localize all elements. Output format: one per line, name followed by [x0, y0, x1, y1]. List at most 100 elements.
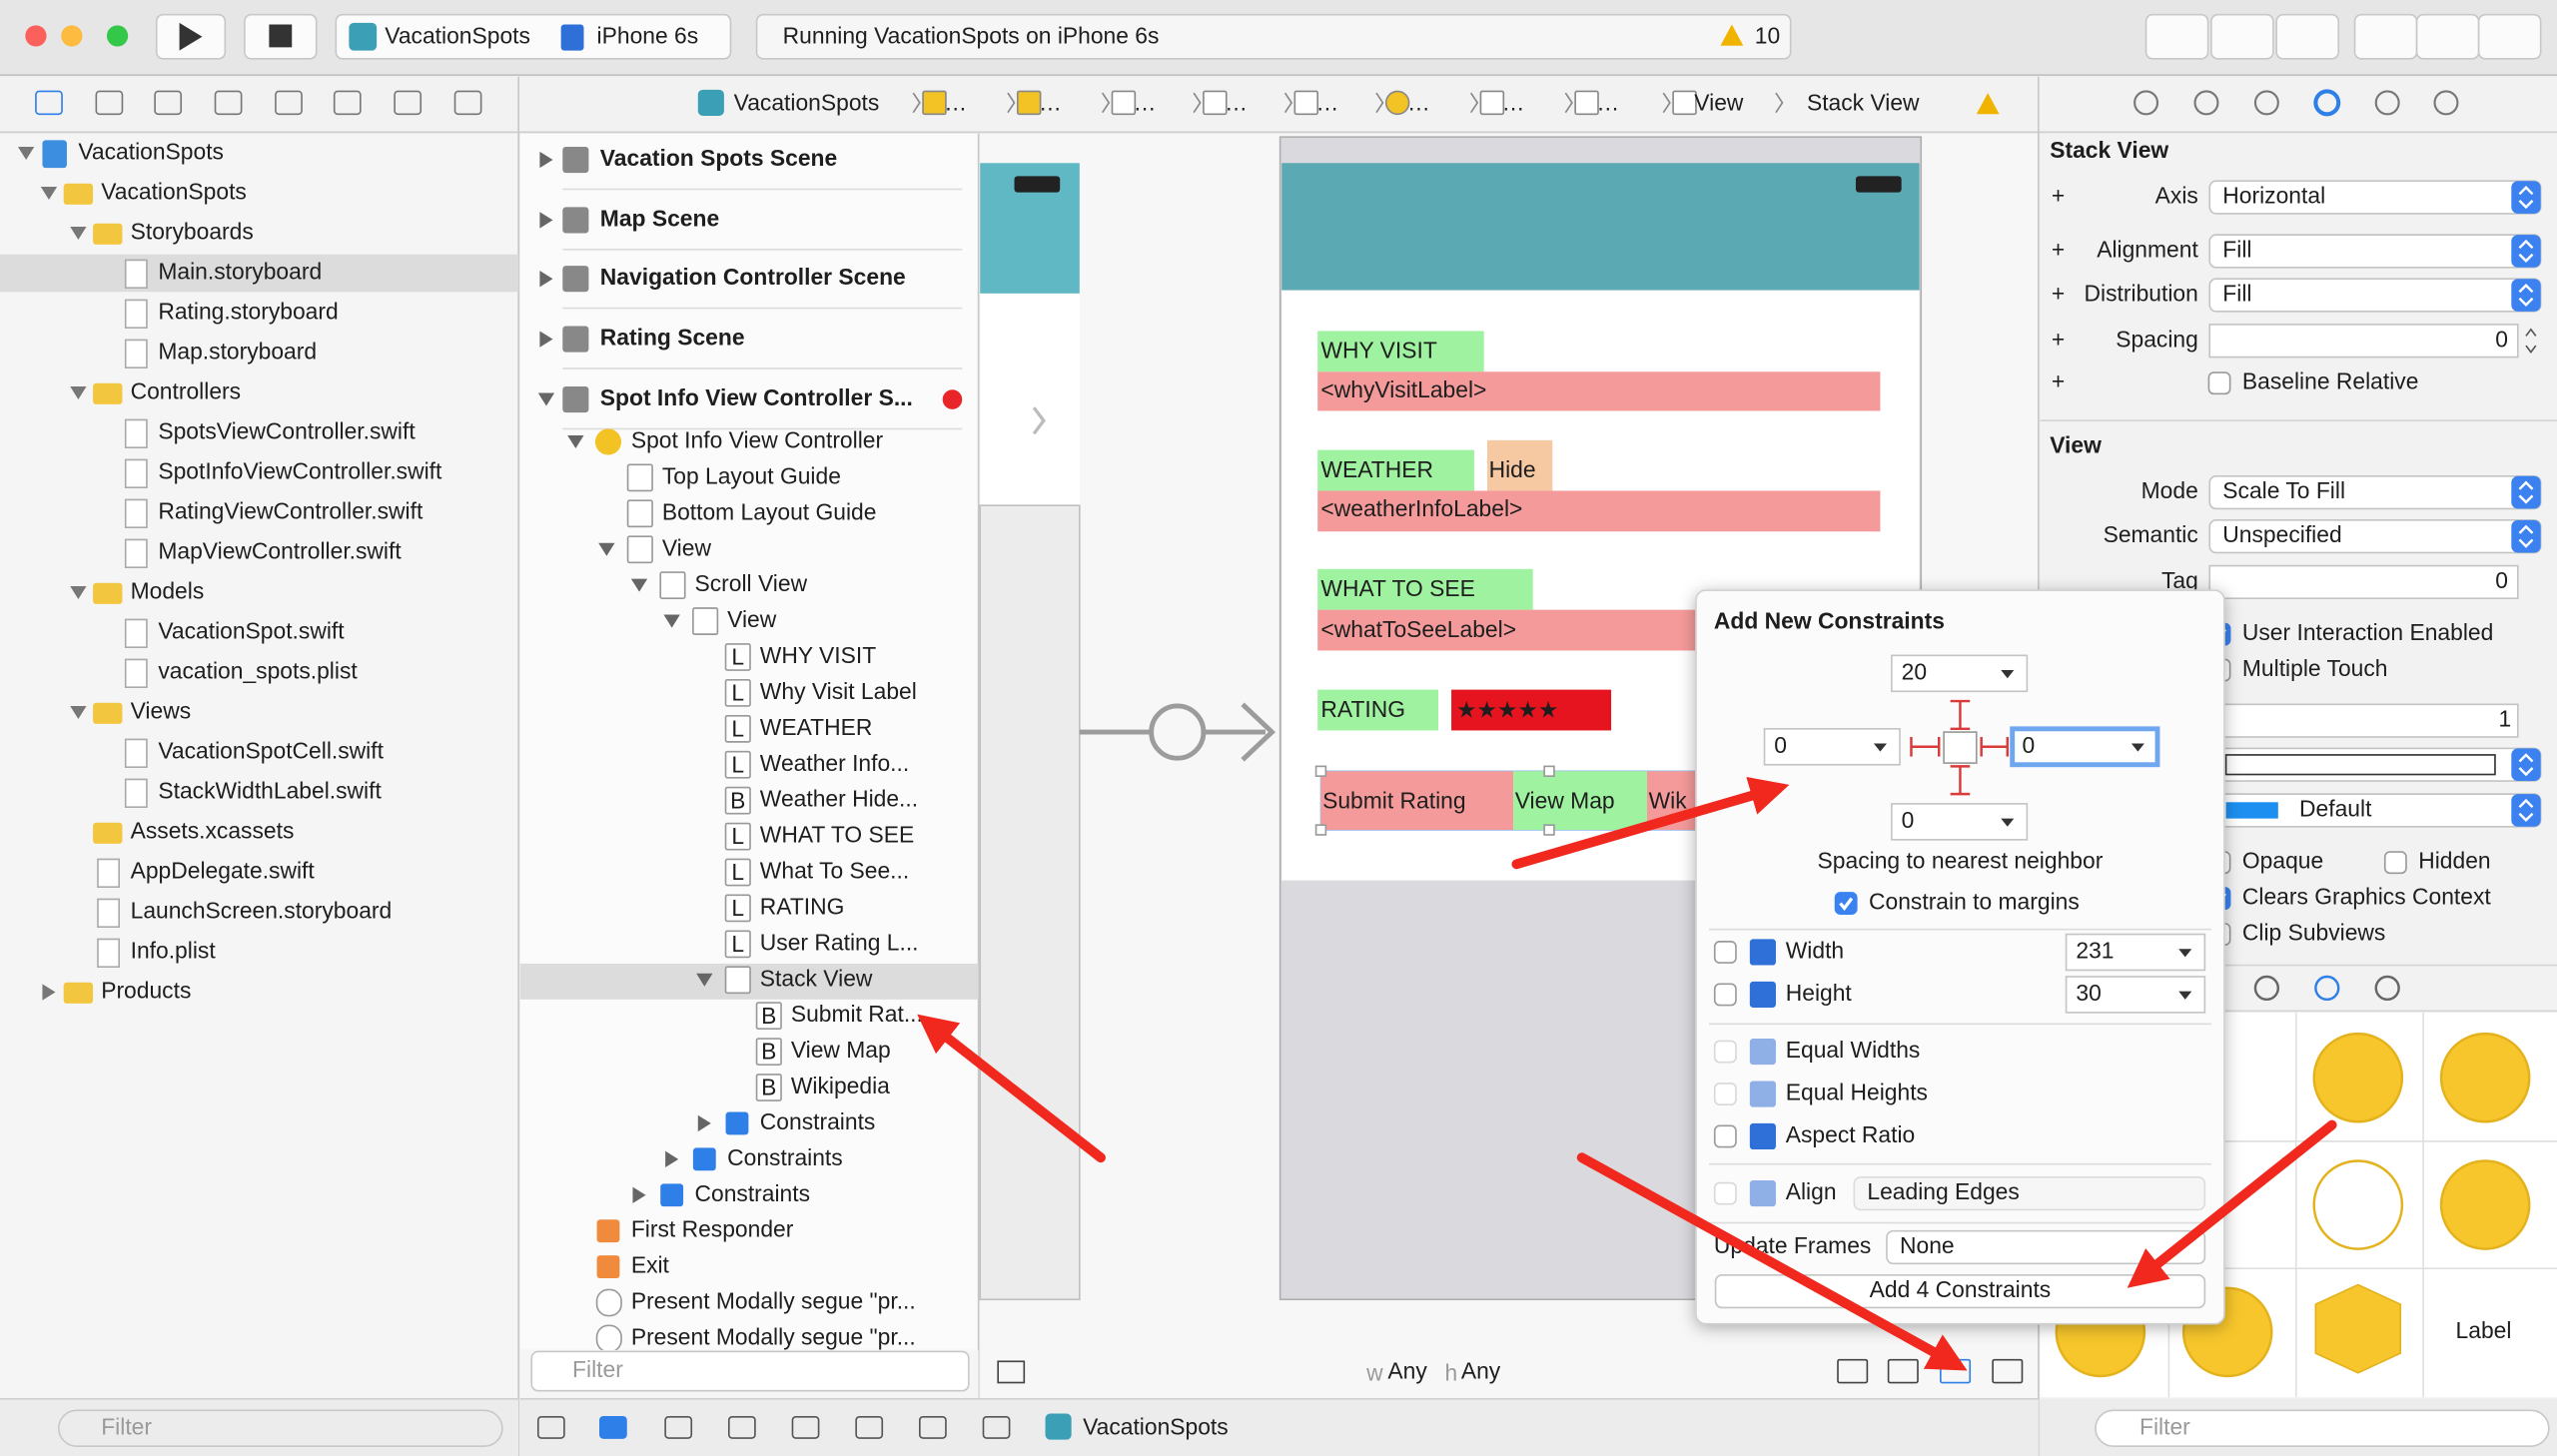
popup-button[interactable] [1886, 1229, 2206, 1265]
scene-name[interactable]: Map Scene [600, 205, 719, 231]
disclosure[interactable] [70, 585, 87, 600]
library-object[interactable] [2439, 1032, 2531, 1123]
outline-item[interactable]: First Responder [631, 1216, 794, 1242]
checkbox[interactable] [1713, 1181, 1737, 1205]
navigator-tab[interactable] [453, 90, 482, 116]
debug-button[interactable] [536, 1415, 565, 1439]
debug-button[interactable] [727, 1415, 756, 1439]
disclosure[interactable] [696, 973, 713, 987]
outline-item[interactable]: Constraints [727, 1144, 843, 1170]
outline-item[interactable]: Stack View [760, 965, 873, 991]
outline-item[interactable]: Constraints [695, 1180, 811, 1206]
inspector-tab[interactable] [2193, 90, 2219, 116]
navigator-tab[interactable] [333, 90, 362, 116]
debug-button[interactable] [982, 1415, 1011, 1439]
outline-item[interactable]: Exit [631, 1252, 670, 1278]
checkbox[interactable] [2383, 851, 2407, 875]
outline-item[interactable]: Spot Info View Controller [631, 427, 884, 453]
library-tab[interactable] [2374, 975, 2400, 1002]
disclosure[interactable] [539, 151, 553, 169]
checkbox[interactable] [1713, 941, 1737, 964]
disclosure[interactable] [697, 1114, 711, 1132]
debug-button[interactable] [791, 1415, 820, 1439]
navigator-item[interactable]: SpotsViewController.swift [158, 418, 416, 444]
outline-item[interactable]: User Rating L... [760, 929, 919, 955]
stack-button[interactable]: Wik [1649, 787, 1688, 813]
disclosure[interactable] [539, 271, 553, 288]
navigator-item[interactable]: Controllers [131, 378, 241, 404]
outline-item[interactable]: Top Layout Guide [662, 462, 841, 488]
jump-bar-item[interactable]: … [1039, 90, 1062, 116]
library-tab[interactable] [2314, 975, 2340, 1002]
jump-bar-item[interactable]: … [944, 90, 967, 116]
outline-item[interactable]: Constraints [760, 1108, 876, 1134]
scene-name[interactable]: Rating Scene [600, 325, 745, 351]
disclosure[interactable] [665, 1150, 679, 1167]
navigator-item[interactable]: StackWidthLabel.swift [158, 778, 382, 804]
navigator-item[interactable]: Storyboards [131, 219, 254, 245]
size-class-value[interactable]: Any [1461, 1358, 1501, 1384]
editor-button[interactable] [2275, 13, 2340, 60]
outline-item[interactable]: Why Visit Label [760, 678, 917, 704]
navigator-item[interactable]: SpotInfoViewController.swift [158, 458, 442, 484]
stack-button[interactable]: View Map [1515, 787, 1615, 813]
outline-filter-field[interactable] [530, 1350, 970, 1392]
jump-bar-item[interactable]: … [1407, 90, 1430, 116]
inspector-tab[interactable] [2133, 90, 2159, 116]
disclosure[interactable] [17, 146, 35, 161]
checkbox[interactable] [1713, 1124, 1737, 1148]
navigator-tab[interactable] [394, 90, 423, 116]
navigator-item[interactable]: AppDelegate.swift [131, 858, 316, 884]
debug-button[interactable] [919, 1415, 947, 1439]
outline-item[interactable]: RATING [760, 893, 845, 919]
outline-item[interactable]: Submit Rat... [791, 1001, 923, 1027]
inspector-tab[interactable] [2374, 90, 2400, 116]
jump-bar-item[interactable]: View [1694, 90, 1744, 116]
disclosure[interactable] [70, 705, 87, 720]
outline-item[interactable]: View Map [791, 1037, 891, 1063]
outline-item[interactable]: View [662, 534, 712, 560]
navigator-item[interactable]: VacationSpots [78, 139, 224, 165]
disclosure[interactable] [40, 186, 58, 201]
library-label-object[interactable]: Label [2456, 1317, 2512, 1343]
jump-bar-item[interactable]: … [1596, 90, 1619, 116]
outline-item[interactable]: WHAT TO SEE [760, 822, 914, 848]
checkbox[interactable] [1713, 983, 1737, 1007]
jump-bar-item[interactable]: … [1316, 90, 1339, 116]
window-button[interactable] [61, 25, 83, 47]
scene-name[interactable]: Navigation Controller Scene [600, 264, 906, 290]
navigator-item[interactable]: VacationSpots [101, 179, 247, 205]
navigator-tab[interactable] [95, 90, 124, 116]
outline-item[interactable]: WHY VISIT [760, 642, 876, 668]
navigator-item[interactable]: Rating.storyboard [158, 299, 338, 325]
library-filter-field[interactable] [2095, 1409, 2550, 1447]
navigator-tab[interactable] [275, 90, 303, 116]
disclosure[interactable] [539, 212, 553, 229]
library-object[interactable] [2439, 1159, 2531, 1250]
popup-button[interactable] [2208, 474, 2542, 510]
jump-bar-item[interactable]: VacationSpots [734, 90, 880, 116]
disclosure[interactable] [70, 385, 87, 400]
popup-button[interactable] [2208, 234, 2542, 269]
outline-item[interactable]: WEATHER [760, 714, 873, 740]
checkbox[interactable] [1713, 1083, 1737, 1105]
field[interactable] [2208, 324, 2519, 359]
navigator-item[interactable]: LaunchScreen.storyboard [131, 898, 393, 924]
navigator-tab[interactable] [214, 90, 243, 116]
debug-button[interactable] [599, 1415, 627, 1439]
jump-bar-item[interactable]: Stack View [1807, 90, 1920, 116]
outline-item[interactable]: Present Modally segue "pr... [631, 1288, 916, 1314]
navigator-item[interactable]: VacationSpotCell.swift [158, 738, 384, 764]
inspector-tab[interactable] [2313, 89, 2341, 117]
size-class-value[interactable]: Any [1387, 1358, 1427, 1384]
add-constraints-button[interactable]: Add 4 Constraints [1870, 1276, 2052, 1302]
scheme-selector[interactable] [335, 13, 732, 60]
disclosure[interactable] [42, 984, 56, 1001]
stack-button[interactable]: Submit Rating [1322, 787, 1465, 813]
disclosure[interactable] [537, 392, 555, 406]
navigator-tab[interactable] [35, 90, 63, 116]
navigator-item[interactable]: vacation_spots.plist [158, 658, 358, 684]
disclosure[interactable] [630, 578, 648, 592]
debug-button[interactable] [664, 1415, 693, 1439]
navigator-item[interactable]: Map.storyboard [158, 339, 317, 364]
